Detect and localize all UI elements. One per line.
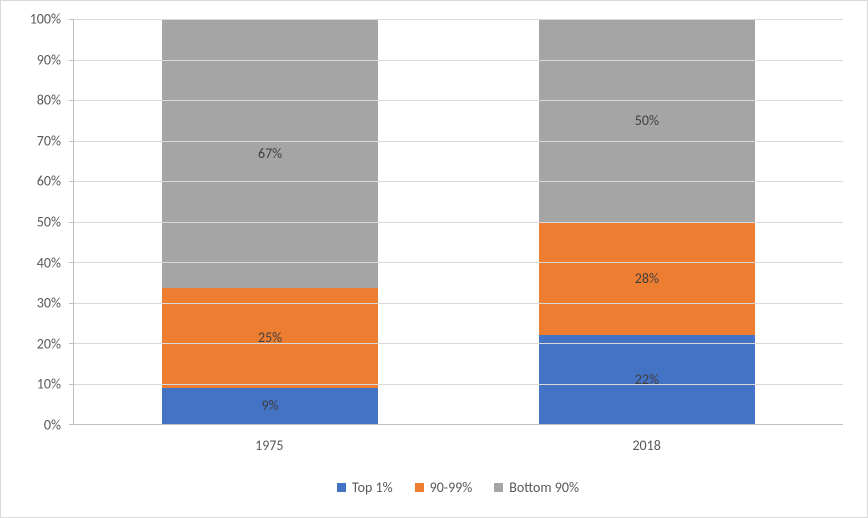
segment-value-label: 28%	[635, 270, 659, 287]
y-tick-label: 20%	[37, 335, 61, 352]
y-tick-label: 70%	[37, 132, 61, 149]
legend-swatch	[494, 483, 503, 492]
gridline	[74, 60, 843, 61]
segment-value-label: 50%	[635, 112, 659, 129]
y-tick	[69, 262, 74, 263]
legend-item: Bottom 90%	[494, 479, 579, 496]
plot-area: 9%25%67%22%28%50%	[73, 19, 843, 425]
x-tick-label: 1975	[255, 437, 283, 454]
segment-value-label: 22%	[635, 371, 659, 388]
y-tick-label: 90%	[37, 51, 61, 68]
y-tick-label: 60%	[37, 173, 61, 190]
legend-label: 90-99%	[430, 479, 473, 496]
y-tick-label: 100%	[30, 11, 61, 28]
segment-value-label: 67%	[258, 145, 282, 162]
y-tick	[69, 60, 74, 61]
y-tick	[69, 343, 74, 344]
legend-swatch	[415, 483, 424, 492]
y-axis-labels: 0%10%20%30%40%50%60%70%80%90%100%	[1, 19, 67, 425]
segment-value-label: 9%	[262, 397, 279, 414]
chart-container: 0%10%20%30%40%50%60%70%80%90%100% 9%25%6…	[0, 0, 868, 518]
gridline	[74, 222, 843, 223]
gridline	[74, 181, 843, 182]
bar-segment: 50%	[539, 19, 754, 222]
gridline	[74, 262, 843, 263]
y-tick	[69, 100, 74, 101]
legend-label: Bottom 90%	[509, 479, 579, 496]
y-tick-label: 0%	[44, 417, 61, 434]
y-tick-label: 10%	[37, 376, 61, 393]
bar-segment: 28%	[539, 222, 754, 335]
y-tick	[69, 141, 74, 142]
legend-swatch	[337, 483, 346, 492]
y-tick	[69, 19, 74, 20]
legend-item: 90-99%	[415, 479, 473, 496]
gridline	[74, 100, 843, 101]
legend-item: Top 1%	[337, 479, 393, 496]
bar-segment: 22%	[539, 335, 754, 424]
y-tick	[69, 222, 74, 223]
y-tick	[69, 424, 74, 425]
y-tick-label: 40%	[37, 254, 61, 271]
gridline	[74, 343, 843, 344]
y-tick-label: 80%	[37, 92, 61, 109]
y-tick	[69, 384, 74, 385]
x-axis-labels: 1975 2018	[73, 431, 843, 455]
bar-segment: 9%	[162, 388, 377, 424]
x-tick-label: 2018	[632, 437, 660, 454]
legend-label: Top 1%	[352, 479, 393, 496]
y-tick-label: 50%	[37, 214, 61, 231]
gridline	[74, 303, 843, 304]
y-tick	[69, 303, 74, 304]
y-tick	[69, 181, 74, 182]
gridline	[74, 19, 843, 20]
y-tick-label: 30%	[37, 295, 61, 312]
legend: Top 1% 90-99% Bottom 90%	[73, 469, 843, 505]
gridline	[74, 384, 843, 385]
gridline	[74, 141, 843, 142]
